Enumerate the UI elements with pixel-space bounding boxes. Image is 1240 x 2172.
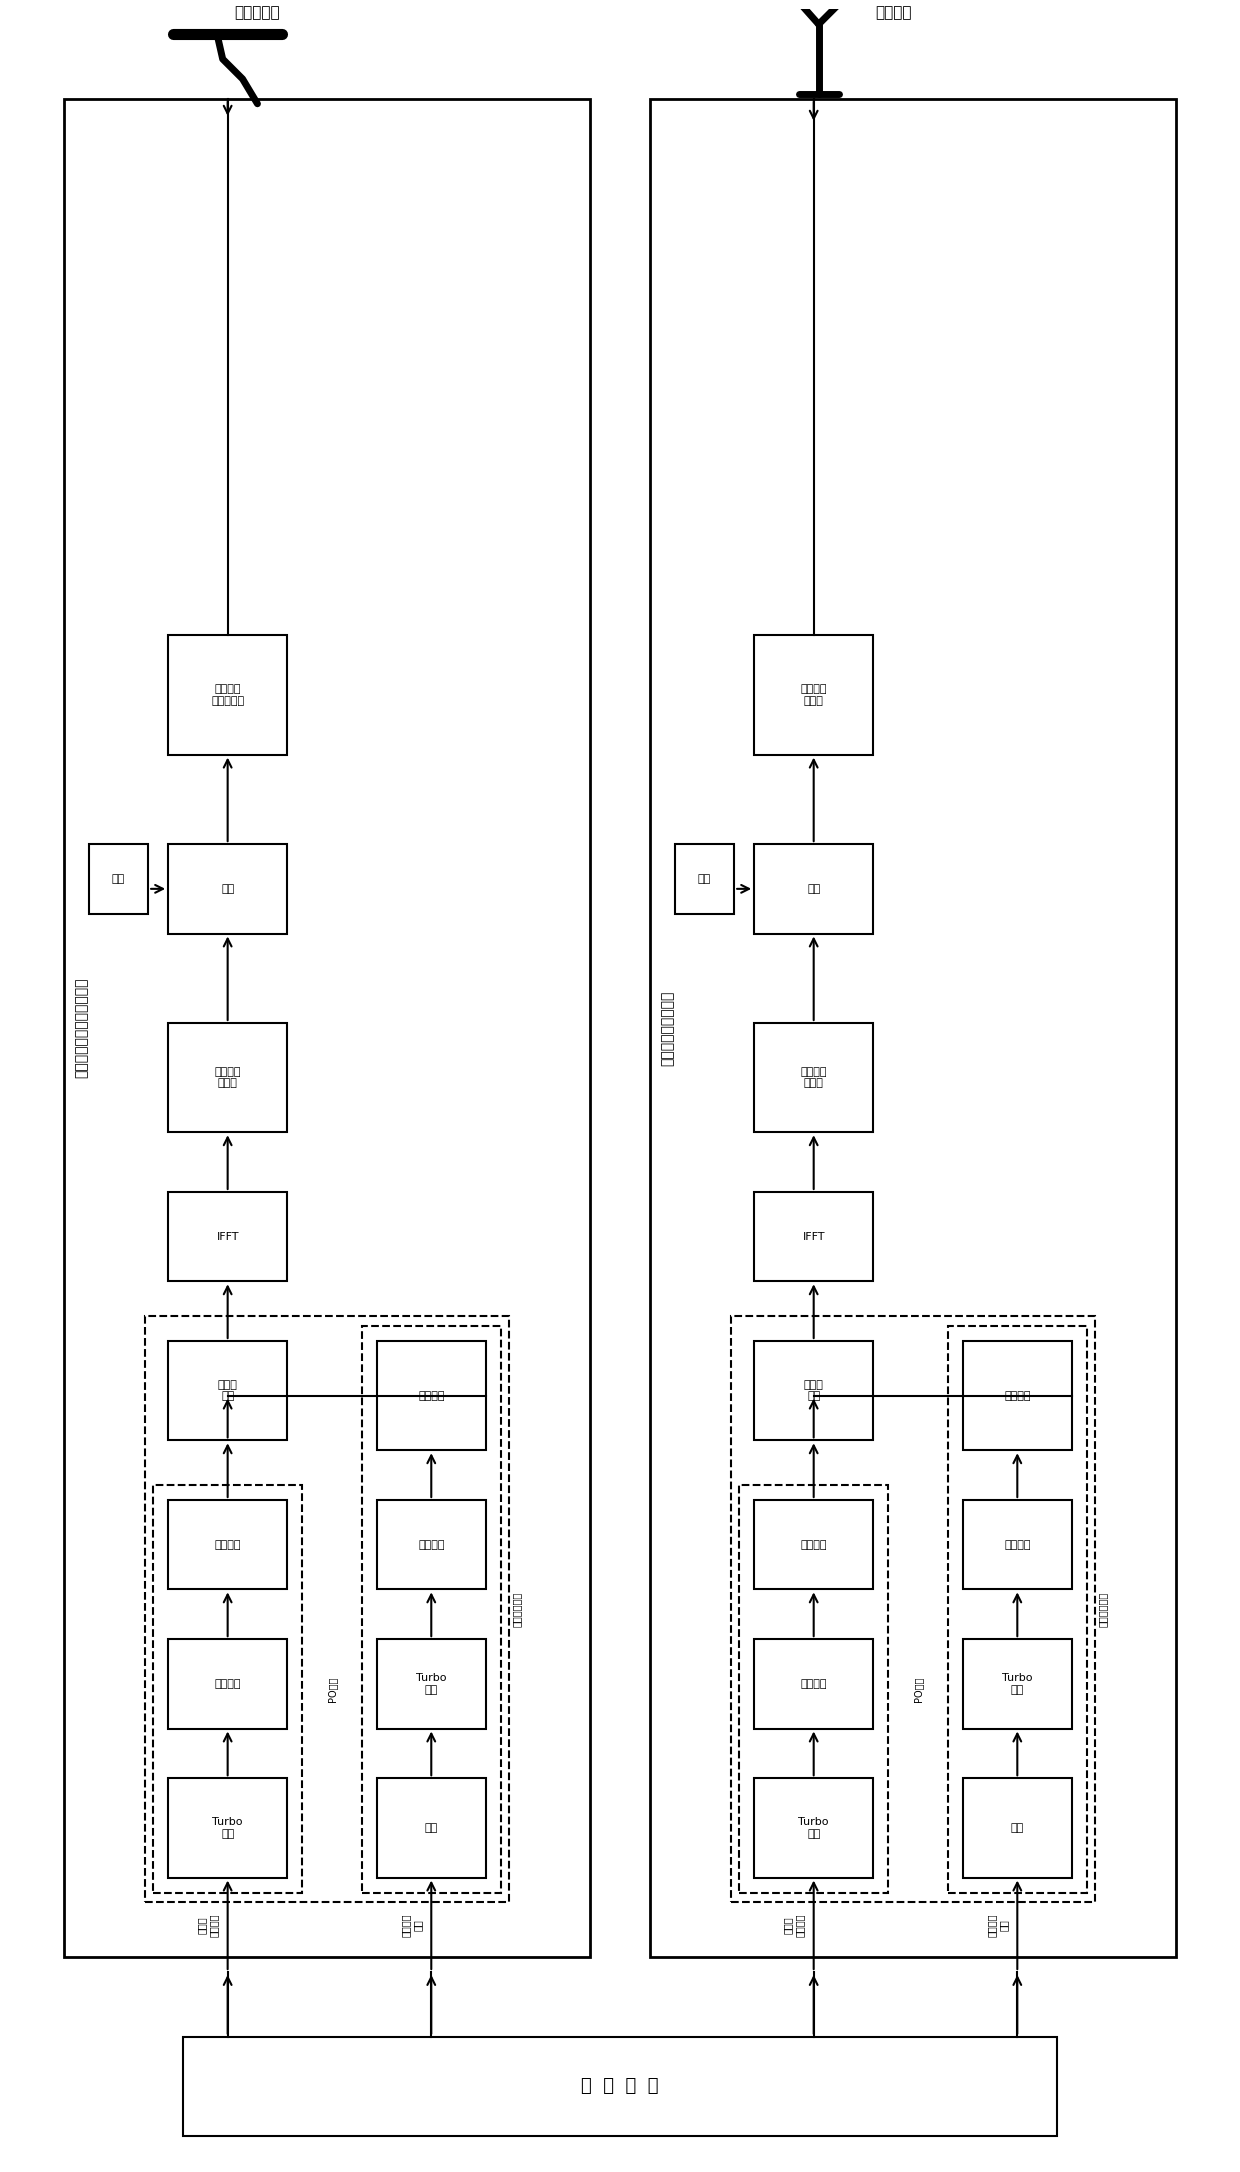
Text: PO编码: PO编码 <box>913 1677 923 1701</box>
Bar <box>962 1779 1071 1877</box>
Bar <box>739 1486 888 1892</box>
Text: 电力线信道: 电力线信道 <box>234 4 280 20</box>
Text: 模拟滤波
耦合发力线: 模拟滤波 耦合发力线 <box>211 684 244 706</box>
Text: 信道交织: 信道交织 <box>418 1540 444 1551</box>
Text: 载荷数据
输入: 载荷数据 输入 <box>987 1914 1008 1937</box>
Bar <box>754 1501 873 1590</box>
Text: 宽带无线通信子系统: 宽带无线通信子系统 <box>661 990 675 1066</box>
Text: 分集拷贝: 分集拷贝 <box>1004 1390 1030 1401</box>
Text: Turbo
编码: Turbo 编码 <box>1002 1672 1033 1694</box>
Bar <box>169 1779 288 1877</box>
Text: 信控制
数据输入: 信控制 数据输入 <box>197 1914 218 1937</box>
Bar <box>754 1023 873 1132</box>
Bar <box>169 1640 288 1729</box>
Text: 前导: 前导 <box>221 884 234 895</box>
Bar <box>650 98 1177 1957</box>
Text: 载荷数据
输入: 载荷数据 输入 <box>401 1914 422 1937</box>
Bar <box>154 1486 303 1892</box>
Bar <box>169 845 288 934</box>
Bar <box>362 1327 501 1892</box>
Bar <box>63 98 590 1957</box>
Bar <box>732 1316 1095 1903</box>
Bar <box>169 1340 288 1440</box>
Bar <box>754 1640 873 1729</box>
Text: 前导: 前导 <box>807 884 821 895</box>
Bar <box>947 1327 1086 1892</box>
Bar <box>675 845 734 914</box>
Text: 循环前缀
和加窗: 循环前缀 和加窗 <box>801 1066 827 1088</box>
Bar <box>754 1340 873 1440</box>
Text: 分集拷贝: 分集拷贝 <box>418 1390 444 1401</box>
Text: Turbo
编码: Turbo 编码 <box>799 1818 828 1840</box>
Text: Turbo
编码: Turbo 编码 <box>212 1818 243 1840</box>
Bar <box>145 1316 508 1903</box>
Text: IFFT: IFFT <box>802 1232 825 1242</box>
Text: 控  制  系  统: 控 制 系 统 <box>582 2076 658 2096</box>
Bar <box>754 1192 873 1281</box>
Text: 前导: 前导 <box>112 873 125 884</box>
Bar <box>169 1192 288 1281</box>
Text: 星座点
映射: 星座点 映射 <box>218 1379 238 1401</box>
Bar <box>169 636 288 754</box>
Text: 宽带电力线载波通信子系统: 宽带电力线载波通信子系统 <box>74 977 88 1077</box>
Bar <box>962 1640 1071 1729</box>
Bar <box>754 1779 873 1877</box>
Text: 射频发射
预处理: 射频发射 预处理 <box>801 684 827 706</box>
Text: 循环前缀
和加窗: 循环前缀 和加窗 <box>215 1066 241 1088</box>
Text: 星座点
映射: 星座点 映射 <box>804 1379 823 1401</box>
Text: 信道交织: 信道交织 <box>801 1679 827 1690</box>
Bar <box>962 1501 1071 1590</box>
Bar <box>754 636 873 754</box>
Text: 帧码: 帧码 <box>424 1822 438 1833</box>
Text: 信道交织: 信道交织 <box>1004 1540 1030 1551</box>
Text: Turbo
编码: Turbo 编码 <box>417 1672 446 1694</box>
Text: 信道交织: 信道交织 <box>215 1679 241 1690</box>
Bar <box>169 1501 288 1590</box>
Text: 无线信道: 无线信道 <box>875 4 911 20</box>
Text: 分集拷贝: 分集拷贝 <box>801 1540 827 1551</box>
Bar <box>962 1340 1071 1451</box>
Text: 前导: 前导 <box>698 873 711 884</box>
Text: 载荷数据编码: 载荷数据编码 <box>512 1592 522 1627</box>
Bar <box>377 1501 486 1590</box>
Bar <box>377 1340 486 1451</box>
Bar <box>754 845 873 934</box>
Bar <box>88 845 149 914</box>
Text: 分集拷贝: 分集拷贝 <box>215 1540 241 1551</box>
Bar <box>169 1023 288 1132</box>
Text: 帧码: 帧码 <box>1011 1822 1024 1833</box>
Text: 信控制
数据输入: 信控制 数据输入 <box>782 1914 805 1937</box>
Text: 载荷数据编码: 载荷数据编码 <box>1097 1592 1107 1627</box>
Text: IFFT: IFFT <box>217 1232 239 1242</box>
Text: PO编码: PO编码 <box>327 1677 337 1701</box>
Bar <box>377 1779 486 1877</box>
Bar <box>184 2037 1056 2135</box>
Bar <box>377 1640 486 1729</box>
